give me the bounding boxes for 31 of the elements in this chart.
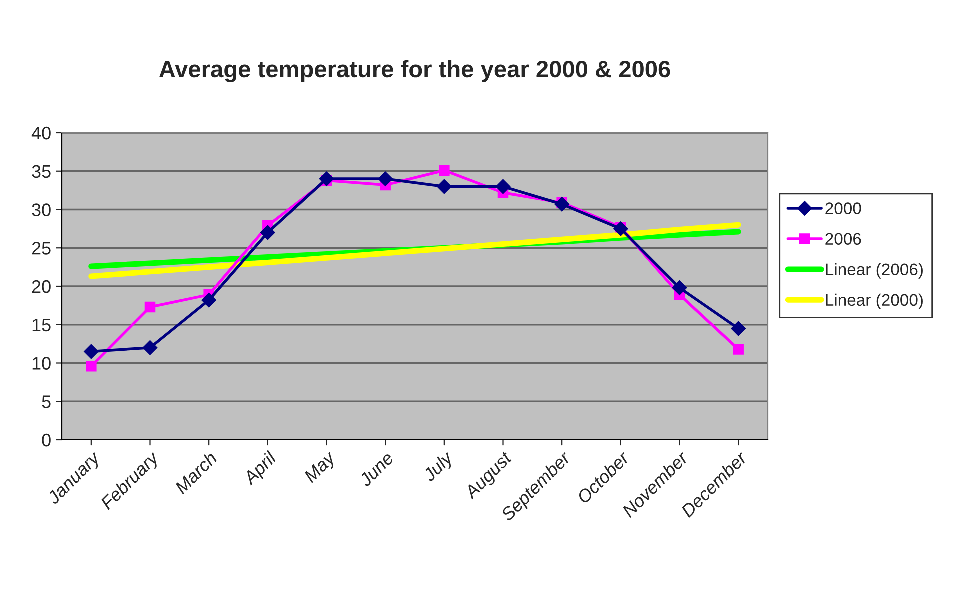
point: [496, 179, 511, 194]
y-tick-label: 10: [32, 357, 51, 370]
point: [144, 302, 156, 313]
y-tick-label: 40: [32, 126, 51, 140]
y-tick-label: 25: [32, 242, 51, 255]
point: [142, 340, 158, 356]
point: [319, 172, 334, 186]
point: [733, 344, 744, 355]
point: [202, 292, 216, 308]
legend-label: Linear (2006): [826, 263, 923, 279]
point: [378, 172, 393, 186]
point: [84, 344, 99, 360]
y-tick-label: 35: [32, 165, 51, 178]
point: [554, 196, 570, 212]
y-tick-label: 0: [42, 434, 51, 447]
point: [86, 360, 97, 372]
point: [439, 165, 450, 176]
y-tick-label: 5: [42, 396, 51, 408]
legend-label: Linear (2000): [826, 294, 923, 310]
legend-label: 2006: [826, 233, 862, 246]
point: [260, 225, 276, 240]
legend-label: 2000: [826, 202, 862, 214]
y-tick-label: 30: [32, 204, 51, 216]
point: [614, 222, 628, 236]
y-tick-label: 15: [32, 318, 51, 332]
point: [672, 280, 688, 296]
y-tick-label: 20: [32, 280, 51, 294]
point: [437, 179, 452, 194]
point: [731, 321, 746, 336]
chart-title: Average temperature for the year 2000 & 2006: [159, 60, 670, 82]
x-tick-label: July: [422, 450, 457, 486]
